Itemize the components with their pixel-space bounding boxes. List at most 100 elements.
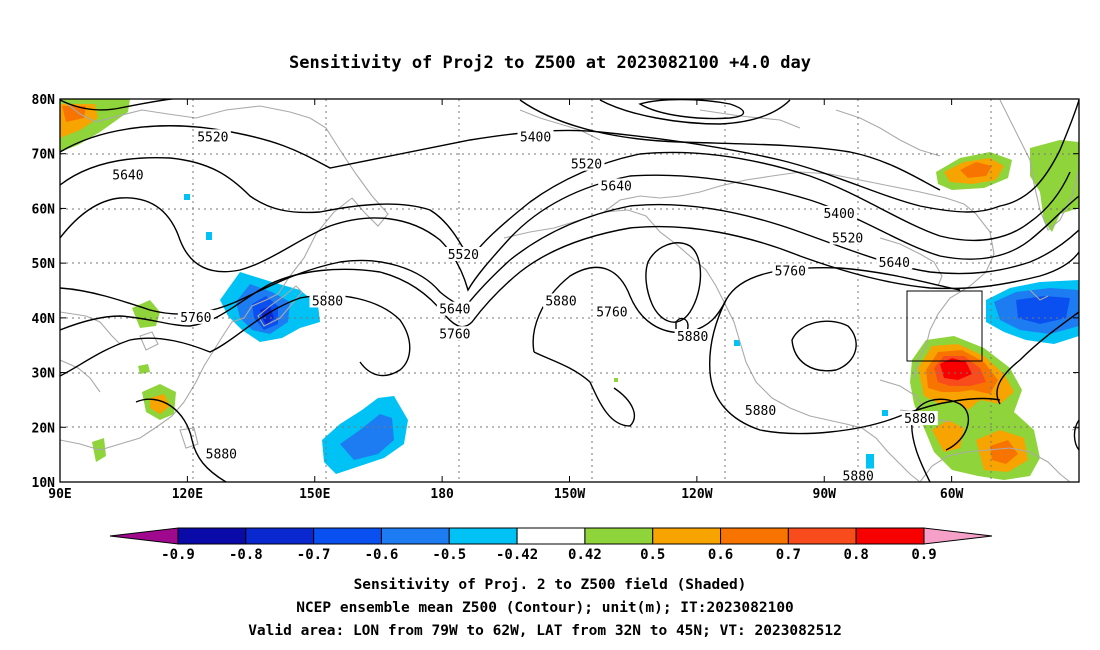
contour-label: 5880	[904, 412, 935, 427]
negative-sensitivity-speck	[866, 454, 874, 470]
lat-tick-label: 80N	[32, 93, 56, 108]
contour-label: 5880	[206, 448, 237, 463]
contour-line	[135, 398, 227, 482]
contour-label: 5880	[843, 470, 874, 485]
lat-tick-label: 40N	[32, 312, 56, 327]
contour-label: 5520	[448, 248, 479, 263]
contour-label-bg	[177, 309, 214, 324]
contour-line	[60, 99, 178, 111]
contour-label: 5880	[677, 330, 708, 345]
colorbar-tick-label: -0.5	[432, 547, 466, 563]
colorbar-tick-label: -0.7	[297, 547, 331, 563]
lat-tick-label: 60N	[32, 202, 56, 217]
contour-line	[60, 174, 1079, 292]
lon-tick-label: 90E	[48, 487, 71, 502]
contour-label-bg	[840, 468, 877, 482]
coastlines	[60, 99, 1079, 482]
lon-tick-label: 150W	[554, 487, 585, 502]
colorbar-swatch	[448, 527, 518, 545]
lon-tick-label: 150E	[299, 487, 330, 502]
colorbar-max-triangle	[923, 527, 993, 545]
coastline	[60, 311, 121, 345]
colorbar-tick-label: -0.8	[229, 547, 263, 563]
contour-label: 5640	[601, 180, 632, 195]
contour-label-bg	[742, 402, 779, 417]
contour-label-bg	[436, 301, 473, 316]
lat-tick-label: 50N	[32, 257, 56, 272]
coastline	[1029, 289, 1049, 301]
coastline	[139, 331, 159, 351]
contour-line	[791, 320, 857, 372]
valid-area-box	[906, 290, 983, 362]
contour-label-bg	[821, 205, 858, 220]
contour-label: 5400	[823, 207, 854, 222]
contour-label-bg	[309, 293, 346, 308]
lon-tick-label: 120E	[172, 487, 203, 502]
colorbar-tick-label: 0.5	[640, 547, 665, 563]
negative-sensitivity-speck	[184, 194, 190, 200]
contour-line	[708, 299, 1001, 435]
colorbar-tick-label: -0.9	[161, 547, 195, 563]
positive-sensitivity-region	[138, 364, 150, 374]
colorbar-tick-label: 0.42	[568, 547, 602, 563]
contour-line	[60, 151, 1071, 262]
negative-sensitivity-region	[340, 414, 394, 460]
contour-label: 5520	[571, 158, 602, 173]
contour-label-bg	[445, 246, 482, 261]
footer-line-1: Sensitivity of Proj. 2 to Z500 field (Sh…	[354, 577, 747, 593]
contour-label-bg	[543, 293, 580, 308]
contour-line	[911, 398, 970, 482]
colorbar-swatch	[516, 527, 586, 545]
contour-line	[638, 99, 745, 120]
colorbar-swatch	[584, 527, 654, 545]
lon-tick-label: 60W	[940, 487, 964, 502]
colorbar-swatch	[652, 527, 722, 545]
colorbar-tick-label: -0.42	[496, 547, 538, 563]
contour-line	[533, 351, 635, 427]
sensitivity-shading	[60, 99, 1079, 480]
colorbar-tick-label: 0.9	[911, 547, 936, 563]
positive-sensitivity-region	[132, 300, 160, 328]
negative-sensitivity-speck	[882, 410, 888, 416]
lon-tick-label: 120W	[681, 487, 712, 502]
colorbar-tick-label: 0.8	[844, 547, 869, 563]
contour-label-bg	[674, 329, 711, 344]
contour-line	[996, 311, 1079, 405]
coastline	[603, 171, 977, 215]
positive-sensitivity-region	[62, 106, 86, 122]
colorbar-swatch	[245, 527, 315, 545]
lon-tick-label: 90W	[813, 487, 837, 502]
contour-label-bg	[109, 167, 146, 182]
contour-labels: 5520 5640 5400 5520 5640 5400 5520 5640 5760 5520…	[109, 129, 938, 485]
contour-label: 5880	[545, 294, 576, 309]
contour-label: 5640	[439, 303, 470, 318]
contour-line	[1073, 419, 1079, 451]
coastline	[879, 237, 943, 287]
colorbar-swatch	[380, 527, 450, 545]
contour-label-bg	[598, 178, 635, 193]
negative-sensitivity-region	[1016, 296, 1070, 324]
contour-label: 5400	[520, 130, 551, 145]
colorbar-swatch	[177, 527, 247, 545]
map-area: 5520 5640 5400 5520 5640 5400 5520 5640 5760 5520…	[60, 99, 1079, 485]
contour-label: 5760	[775, 264, 806, 279]
contour-label: 5760	[180, 311, 211, 326]
contour-label: 5520	[832, 232, 863, 247]
latitude-ticks: 80N 70N 60N 50N 40N 30N 20N 10N	[32, 93, 1079, 491]
colorbar-swatch	[720, 527, 789, 545]
lat-tick-label: 30N	[32, 367, 56, 382]
contour-line	[599, 99, 791, 125]
grid-lines	[60, 99, 1079, 482]
figure-title: Sensitivity of Proj2 to Z500 at 20230821…	[289, 53, 811, 73]
coastline	[879, 379, 925, 409]
coastline	[835, 109, 941, 157]
z500-contours	[60, 99, 1079, 482]
longitude-ticks: 90E 120E 150E 180 150W 120W 90W 60W	[48, 99, 964, 502]
contour-label-bg	[203, 446, 240, 461]
lat-tick-label: 70N	[32, 148, 56, 163]
lat-tick-label: 20N	[32, 421, 56, 436]
coastline	[60, 197, 353, 451]
contour-label-bg	[517, 129, 554, 144]
contour-label: 5880	[745, 404, 776, 419]
